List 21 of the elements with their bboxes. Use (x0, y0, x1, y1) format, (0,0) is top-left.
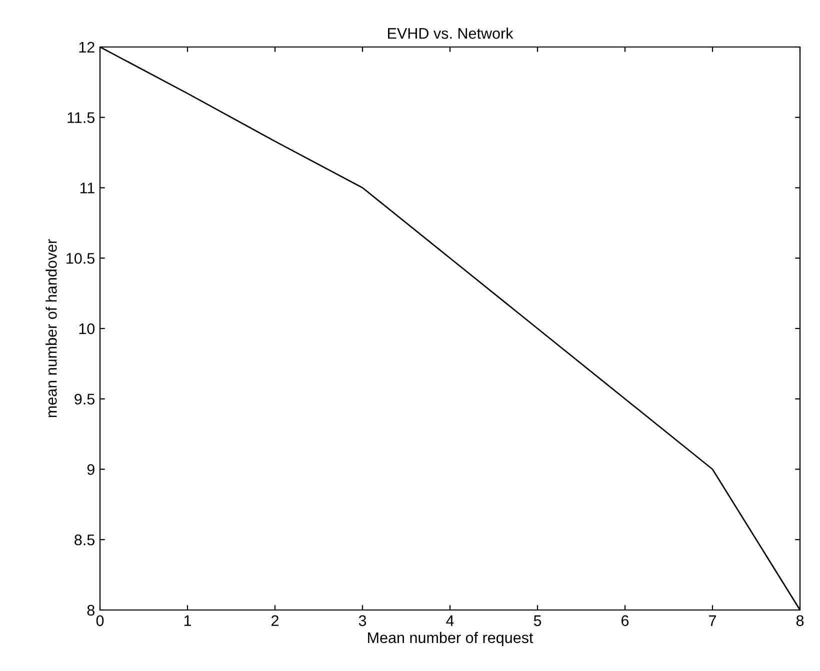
x-tick-label: 6 (622, 615, 629, 626)
chart-title: EVHD vs. Network (388, 28, 514, 39)
y-axis-title: mean number of handover (46, 239, 57, 418)
y-tick-label: 8 (87, 604, 94, 616)
x-tick-label: 7 (709, 615, 716, 626)
y-tick-label: 9 (87, 464, 94, 475)
x-tick-label: 8 (796, 615, 804, 626)
y-tick-label: 9.5 (74, 394, 94, 405)
y-tick-label: 11 (80, 182, 94, 194)
y-tick-label: 12 (79, 42, 94, 53)
x-tick-label: 4 (446, 615, 454, 626)
x-tick-label: 5 (534, 615, 542, 626)
y-tick-label: 10.5 (66, 252, 94, 264)
y-tick-label: 8.5 (74, 534, 94, 546)
x-tick-label: 3 (358, 615, 366, 626)
x-tick-label: 0 (96, 615, 104, 626)
x-tick-label: 1 (184, 615, 192, 626)
y-tick-label: 11.5 (68, 112, 94, 124)
x-axis-title: Mean number of request (368, 632, 534, 646)
x-tick-label: 2 (272, 615, 278, 626)
y-tick-label: 10 (79, 323, 95, 334)
